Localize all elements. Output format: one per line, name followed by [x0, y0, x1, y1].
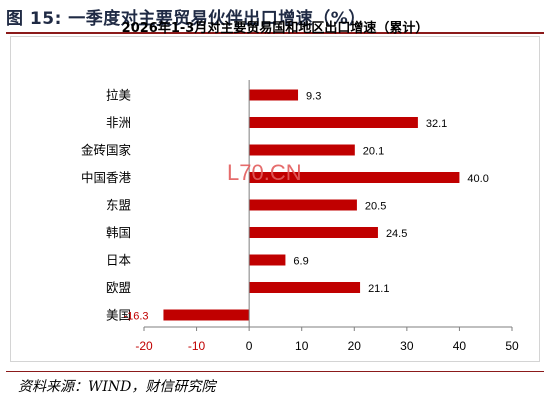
watermark: L70.CN	[227, 160, 302, 185]
x-tick-label: -20	[135, 339, 153, 353]
bar-6	[249, 227, 378, 238]
category-label: 欧盟	[106, 280, 131, 295]
bars-layer	[163, 89, 460, 321]
value-label: 32.1	[426, 118, 447, 130]
bar-5	[249, 199, 357, 211]
bar-4	[249, 172, 460, 183]
title-rule	[6, 32, 544, 34]
x-tick-label: 0	[246, 339, 253, 353]
bar-1	[249, 89, 299, 101]
bar-9	[163, 309, 250, 321]
category-label: 韩国	[106, 225, 131, 240]
value-label: 6.9	[293, 256, 308, 268]
x-tick-label: 30	[400, 339, 414, 353]
category-label: 拉美	[106, 88, 131, 103]
value-label: -16.3	[123, 311, 148, 323]
category-label: 中国香港	[81, 170, 132, 185]
source-note: 资料来源：WIND，财信研究院	[18, 379, 216, 395]
category-label: 金砖国家	[81, 143, 132, 158]
category-label: 非洲	[106, 115, 131, 130]
category-label: 美国	[106, 308, 131, 323]
bar-8	[249, 282, 361, 293]
axis-layer: -20 -10 0 10 20 30 40 50	[135, 80, 519, 353]
x-tick-label: 10	[295, 339, 309, 353]
value-label: 20.5	[365, 201, 386, 213]
x-tick-label: 20	[348, 339, 362, 353]
x-tick-label: 40	[453, 339, 467, 353]
value-label: 20.1	[363, 146, 384, 158]
bar-7	[249, 254, 286, 266]
bar-3	[249, 144, 355, 156]
category-label: 东盟	[106, 198, 131, 213]
figure-title: 图 15: 一季度对主要贸易伙伴出口增速（%）	[6, 9, 366, 29]
bar-2	[249, 117, 418, 128]
value-label: 21.1	[368, 283, 389, 295]
x-tick-label: -10	[188, 339, 206, 353]
value-label: 24.5	[386, 228, 407, 240]
category-label: 日本	[106, 253, 132, 268]
value-label: 9.3	[306, 91, 321, 103]
labels-layer: 拉美 9.3 非洲 32.1 金砖国家 20.1 中国香港 40.0 东盟 20.5 韩国 24.5 日…	[81, 88, 489, 323]
chart-title: 2026年1-3月对主要贸易国和地区出口增速（累计）	[121, 21, 429, 36]
x-tick-label: 50	[505, 339, 519, 353]
source-rule	[6, 371, 544, 372]
chart-frame	[10, 36, 540, 362]
value-label: 40.0	[467, 173, 488, 185]
